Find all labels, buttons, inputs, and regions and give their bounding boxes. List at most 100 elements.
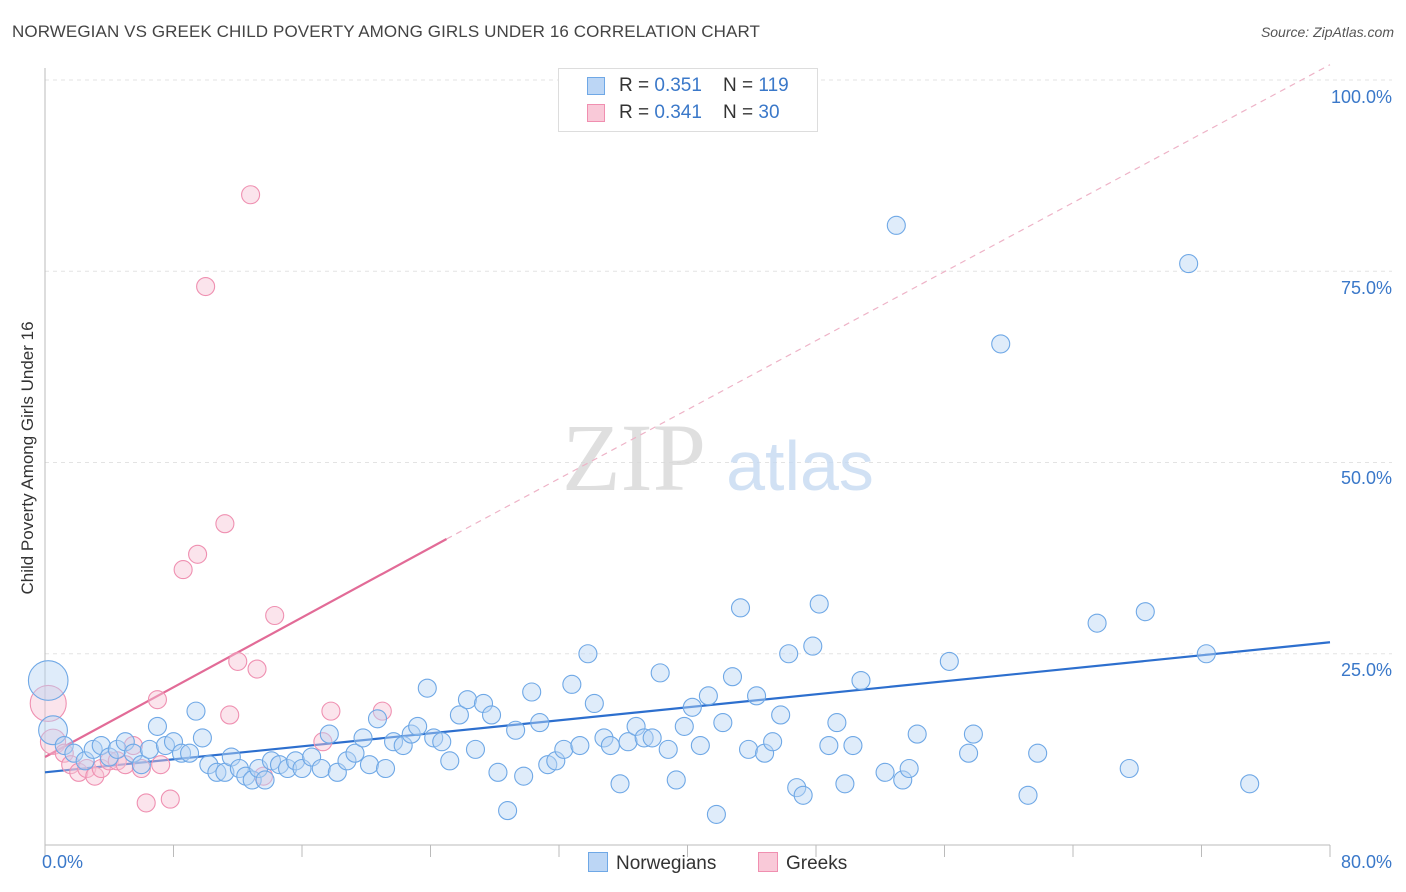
y-tick-label-75: 75.0% xyxy=(1340,278,1392,298)
point-norwegians xyxy=(186,701,206,721)
point-norwegians xyxy=(570,735,590,756)
point-norwegians xyxy=(207,762,227,782)
point-norwegians xyxy=(221,747,241,767)
point-norwegians xyxy=(401,724,421,744)
y-tick-label-50: 50.0% xyxy=(1340,468,1392,488)
point-norwegians xyxy=(554,739,574,759)
point-norwegians xyxy=(1028,743,1048,763)
point-norwegians xyxy=(359,755,380,775)
point-norwegians xyxy=(600,735,620,756)
point-norwegians xyxy=(682,697,702,717)
point-norwegians xyxy=(522,682,542,702)
point-norwegians xyxy=(907,724,927,744)
point-norwegians xyxy=(793,785,813,805)
point-greeks xyxy=(220,705,240,725)
legend-r-value: 0.351 xyxy=(654,75,702,96)
point-norwegians xyxy=(131,755,151,775)
point-norwegians xyxy=(345,743,365,763)
point-norwegians xyxy=(1240,774,1260,794)
chart-source: Source: ZipAtlas.com xyxy=(1260,24,1394,40)
point-norwegians xyxy=(319,724,339,744)
bottom-legend-swatch-norwegians xyxy=(588,852,608,872)
legend-n-value: 30 xyxy=(758,102,780,123)
bottom-legend-norwegians: Norwegians xyxy=(588,852,716,875)
x-tick-label-min: 0.0% xyxy=(42,852,84,872)
point-norwegians xyxy=(465,739,486,759)
point-norwegians xyxy=(959,743,979,763)
y-tick-label-100: 100.0% xyxy=(1330,87,1392,107)
point-norwegians xyxy=(562,674,582,694)
point-norwegians xyxy=(626,716,646,736)
point-greeks xyxy=(54,743,74,763)
point-norwegians xyxy=(747,686,767,706)
legend-swatch-greeks xyxy=(587,104,605,122)
point-greeks xyxy=(188,544,208,564)
point-norwegians xyxy=(163,732,184,752)
point-greeks xyxy=(313,732,333,752)
point-norwegians xyxy=(610,774,630,794)
point-norwegians xyxy=(311,758,331,779)
point-norwegians xyxy=(674,716,694,736)
point-norwegians xyxy=(408,716,428,736)
chart-title: NORWEGIAN VS GREEK CHILD POVERTY AMONG G… xyxy=(12,22,761,41)
point-greeks xyxy=(173,560,193,580)
point-norwegians xyxy=(787,778,807,798)
point-greeks xyxy=(151,755,171,775)
point-norwegians xyxy=(779,644,799,664)
point-norwegians xyxy=(199,755,219,775)
point-norwegians xyxy=(939,651,959,671)
data-points xyxy=(27,185,1260,824)
point-norwegians xyxy=(546,751,566,771)
trend-line-greeks-extension xyxy=(446,64,1331,540)
point-norwegians xyxy=(738,739,759,759)
point-norwegians xyxy=(473,693,494,714)
point-norwegians xyxy=(698,686,718,706)
point-norwegians xyxy=(367,709,388,729)
point-norwegians xyxy=(180,743,200,763)
point-norwegians xyxy=(827,713,847,733)
point-norwegians xyxy=(171,743,192,763)
point-norwegians xyxy=(115,732,135,752)
point-norwegians xyxy=(690,735,710,756)
point-norwegians xyxy=(730,598,751,618)
point-greeks xyxy=(147,690,167,710)
grid-lines xyxy=(45,79,1392,655)
point-norwegians xyxy=(851,670,871,691)
legend-swatch-norwegians xyxy=(587,77,605,95)
point-norwegians xyxy=(722,667,743,687)
axes xyxy=(44,68,1331,857)
point-norwegians xyxy=(277,758,298,779)
point-norwegians xyxy=(963,724,983,744)
point-norwegians xyxy=(803,636,823,656)
bottom-legend-swatch-greeks xyxy=(758,852,778,872)
trend-line-norwegians xyxy=(44,641,1331,774)
point-greeks xyxy=(247,659,267,679)
point-greeks xyxy=(39,728,67,755)
point-greeks xyxy=(29,684,67,723)
trend-line-greeks xyxy=(44,538,448,758)
point-norwegians xyxy=(771,705,791,725)
point-norwegians xyxy=(835,774,855,794)
x-tick-label-max: 80.0% xyxy=(1340,852,1392,872)
y-tick-label-25: 25.0% xyxy=(1340,660,1392,680)
bottom-legend-label-greeks: Greeks xyxy=(786,853,848,874)
point-norwegians xyxy=(578,644,598,664)
point-norwegians xyxy=(886,215,906,235)
point-greeks xyxy=(136,793,156,813)
point-norwegians xyxy=(123,743,143,763)
point-norwegians xyxy=(666,770,686,790)
point-norwegians xyxy=(147,716,167,736)
point-greeks xyxy=(265,605,285,626)
legend-n-label: N = xyxy=(723,75,759,96)
legend-r-label: R = xyxy=(619,75,655,96)
point-norwegians xyxy=(337,751,357,771)
point-greeks xyxy=(77,758,97,779)
point-norwegians xyxy=(99,747,119,767)
point-greeks xyxy=(241,185,261,205)
point-norwegians xyxy=(91,735,111,756)
point-greeks xyxy=(61,755,81,775)
point-norwegians xyxy=(584,693,604,714)
point-norwegians xyxy=(54,735,74,756)
point-greeks xyxy=(196,276,216,297)
